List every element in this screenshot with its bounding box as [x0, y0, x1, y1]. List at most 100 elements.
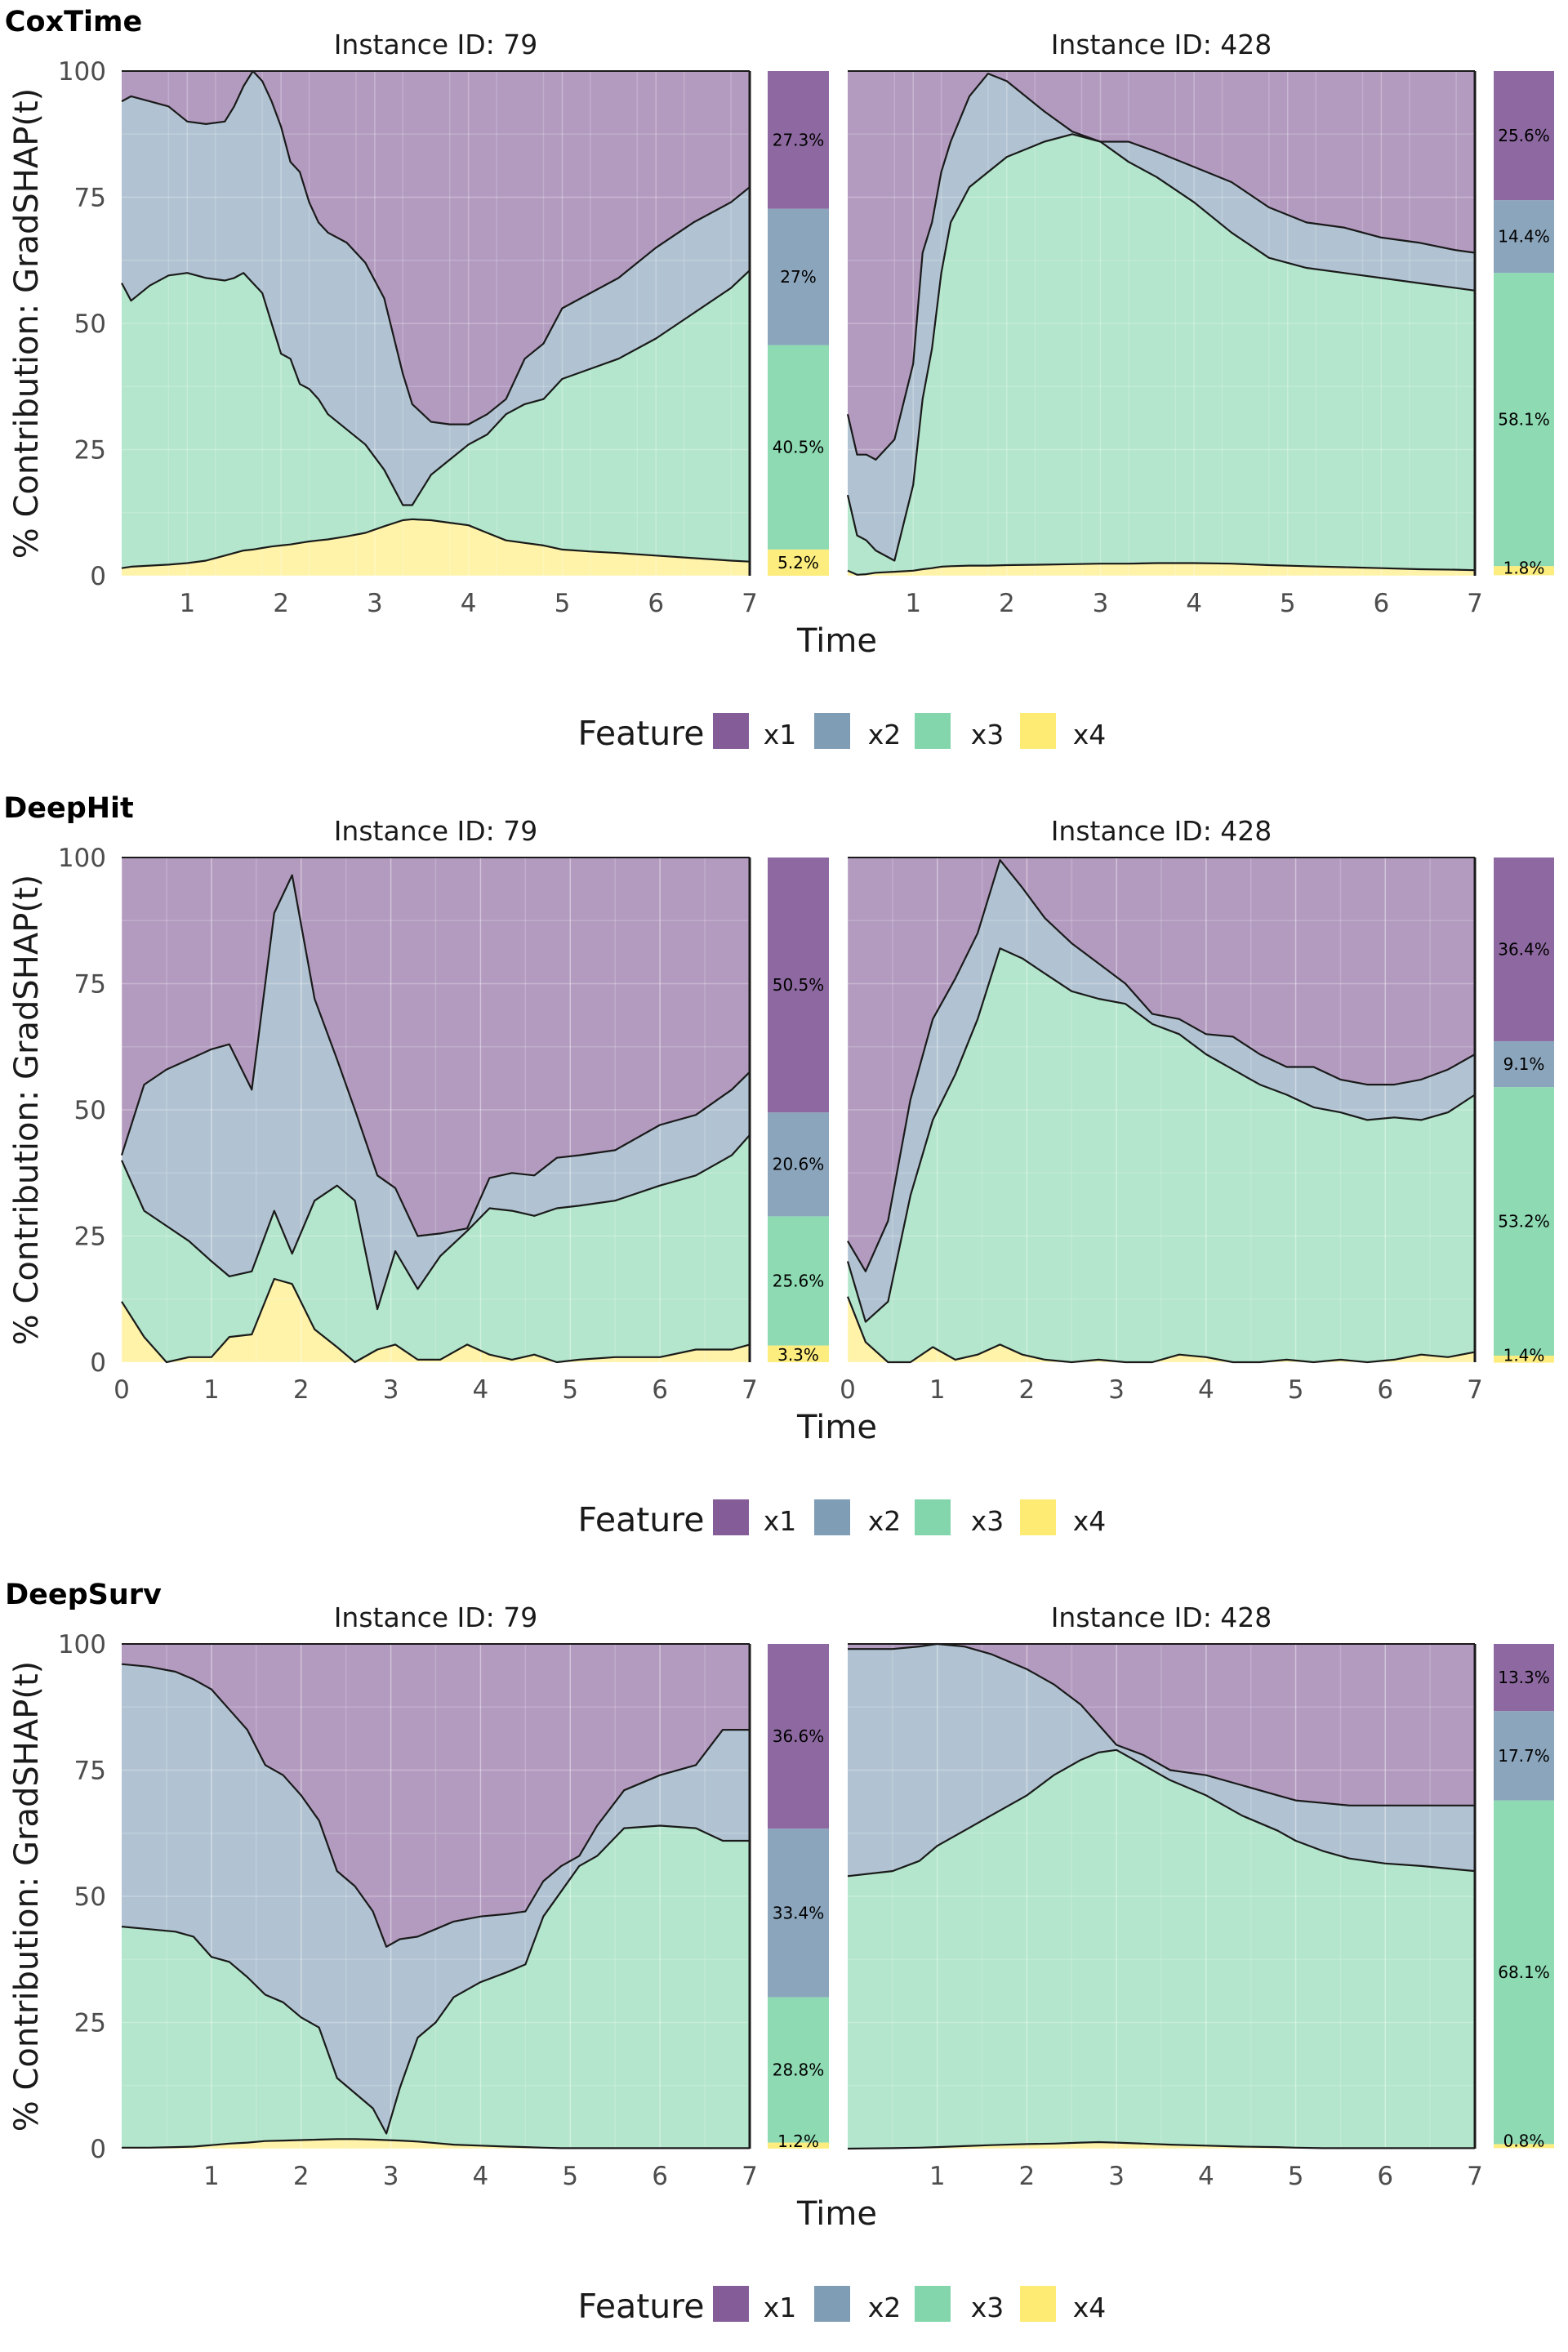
summary-label-x3: 58.1%	[1498, 410, 1550, 430]
panel-title: Instance ID: 79	[334, 1601, 538, 1633]
area-x1	[848, 858, 1475, 1272]
x-tick-label: 1	[203, 1375, 220, 1405]
summary-segment-x1	[768, 858, 829, 1113]
area-x3	[848, 948, 1475, 1362]
x-tick-label: 4	[461, 589, 477, 618]
summary-bar: 27.3% 27% 40.5% 5.2%	[768, 71, 829, 576]
summary-label-x4: 0.8%	[1503, 2131, 1545, 2150]
summary-label-x1: 25.6%	[1498, 126, 1550, 145]
x-tick-label: 6	[1374, 589, 1390, 618]
gridlines	[122, 1643, 751, 2149]
boundary-line-2	[120, 1134, 751, 1311]
summary-segment-x2	[768, 1829, 829, 1998]
boundary-line-2	[846, 133, 1476, 562]
y-tick-label: 75	[74, 970, 106, 1000]
panel-title: Instance ID: 428	[1051, 1601, 1272, 1633]
x-tick-label: 6	[648, 589, 664, 618]
area-x3	[122, 1134, 750, 1362]
panel-instance-79: Instance ID: 79 1 2 3 4 5 6 7 36.6% 33.4% 28.8% 1.2…	[121, 1601, 829, 2191]
x-tick-label: 5	[562, 2162, 578, 2191]
area-x3	[122, 270, 750, 568]
chart-block-deepsurv: DeepSurv% Contribution: GradSHAP(t)02550…	[5, 1579, 1554, 2326]
x-tick-label: 3	[383, 1375, 399, 1405]
legend: Feature x1 x2 x3 x4	[578, 2286, 1107, 2326]
summary-label-x3: 68.1%	[1498, 1962, 1550, 1982]
summary-label-x3: 53.2%	[1498, 1212, 1550, 1232]
x-tick-label: 1	[929, 1375, 946, 1405]
area-x1	[848, 71, 1475, 460]
x-axis-label: Time	[796, 622, 877, 660]
panel-title: Instance ID: 79	[334, 815, 538, 847]
summary-bar: 36.6% 33.4% 28.8% 1.2%	[768, 1644, 829, 2151]
summary-label-x3: 28.8%	[773, 2060, 825, 2080]
legend-swatch-x2	[814, 2286, 850, 2322]
x-tick-label: 3	[383, 2162, 399, 2191]
x-tick-label: 2	[999, 589, 1015, 618]
gridlines	[122, 70, 751, 577]
legend-swatch-x4	[1020, 713, 1056, 749]
legend-label-x4: x4	[1073, 2292, 1107, 2323]
boundary-line-3	[121, 69, 751, 425]
y-axis-label: % Contribution: GradSHAP(t)	[8, 875, 46, 1345]
summary-segment-x1	[1494, 858, 1554, 1041]
y-tick-label: 0	[90, 1348, 106, 1378]
x-tick-label: 5	[1288, 2162, 1304, 2191]
y-tick-label: 100	[58, 844, 106, 873]
y-tick-label: 25	[74, 436, 106, 466]
summary-segment-x4	[1494, 566, 1554, 576]
boundary-line-3	[847, 858, 1476, 1272]
x-axis-label: Time	[796, 1409, 877, 1446]
panel-title: Instance ID: 428	[1051, 815, 1272, 847]
x-tick-label: 6	[1377, 2162, 1393, 2191]
summary-segment-x1	[768, 71, 829, 209]
y-axis-label: % Contribution: GradSHAP(t)	[8, 1661, 46, 2132]
x-tick-label: 1	[905, 589, 921, 618]
x-tick-label: 7	[1467, 589, 1483, 618]
x-tick-label: 2	[1019, 1375, 1036, 1405]
x-tick-label: 2	[1019, 2162, 1036, 2191]
area-x2	[122, 1664, 750, 2134]
legend-label-x4: x4	[1073, 719, 1107, 751]
y-tick-label: 0	[90, 562, 106, 591]
x-tick-label: 1	[179, 589, 195, 618]
x-tick-label: 3	[1108, 1375, 1125, 1405]
summary-bar: 50.5% 20.6% 25.6% 3.3%	[768, 858, 829, 1365]
boundary-line-3	[121, 1663, 750, 1948]
x-tick-label: 6	[652, 2162, 668, 2191]
boundary-line-1	[121, 1277, 751, 1364]
summary-label-x1: 50.5%	[773, 975, 825, 995]
summary-segment-x2	[768, 208, 829, 345]
summary-segment-x2	[1494, 1040, 1554, 1088]
summary-segment-x3	[1494, 1800, 1554, 2145]
summary-segment-x3	[1494, 273, 1554, 567]
x-tick-label: 7	[742, 589, 758, 618]
x-tick-label: 5	[1280, 589, 1296, 618]
summary-segment-x1	[768, 1644, 829, 1829]
area-x4	[848, 2142, 1475, 2149]
x-tick-label: 4	[1186, 589, 1202, 618]
x-tick-label: 5	[555, 589, 571, 618]
summary-label-x2: 27%	[780, 267, 816, 287]
summary-segment-x4	[768, 1345, 829, 1362]
chart-block-coxtime: CoxTime% Contribution: GradSHAP(t)025507…	[5, 6, 1554, 753]
x-axis-label: Time	[796, 2195, 877, 2233]
boundary-line-1	[847, 2140, 1475, 2150]
summary-label-x4: 1.4%	[1503, 1346, 1545, 1365]
summary-label-x4: 1.2%	[777, 2132, 819, 2151]
area-x2	[848, 74, 1475, 561]
summary-segment-x3	[1494, 1087, 1554, 1356]
legend-label-x2: x2	[868, 2292, 902, 2323]
model-title: CoxTime	[5, 6, 142, 38]
area-x1	[122, 858, 750, 1236]
legend-swatch-x4	[1020, 2286, 1056, 2322]
legend-swatch-x3	[915, 2286, 951, 2322]
y-tick-label: 25	[74, 2009, 106, 2038]
summary-label-x2: 33.4%	[773, 1903, 825, 1922]
legend-label-x3: x3	[971, 2292, 1004, 2323]
x-tick-label: 2	[293, 2162, 310, 2191]
summary-label-x1: 27.3%	[773, 130, 825, 149]
summary-segment-x3	[768, 1997, 829, 2143]
gridlines	[847, 857, 1476, 1363]
panel-instance-79: Instance ID: 79 0 1 2 3 4 5 6 7 50.5% 20.6% 25.6% 3.…	[114, 815, 829, 1405]
legend-swatch-x3	[915, 1499, 951, 1535]
